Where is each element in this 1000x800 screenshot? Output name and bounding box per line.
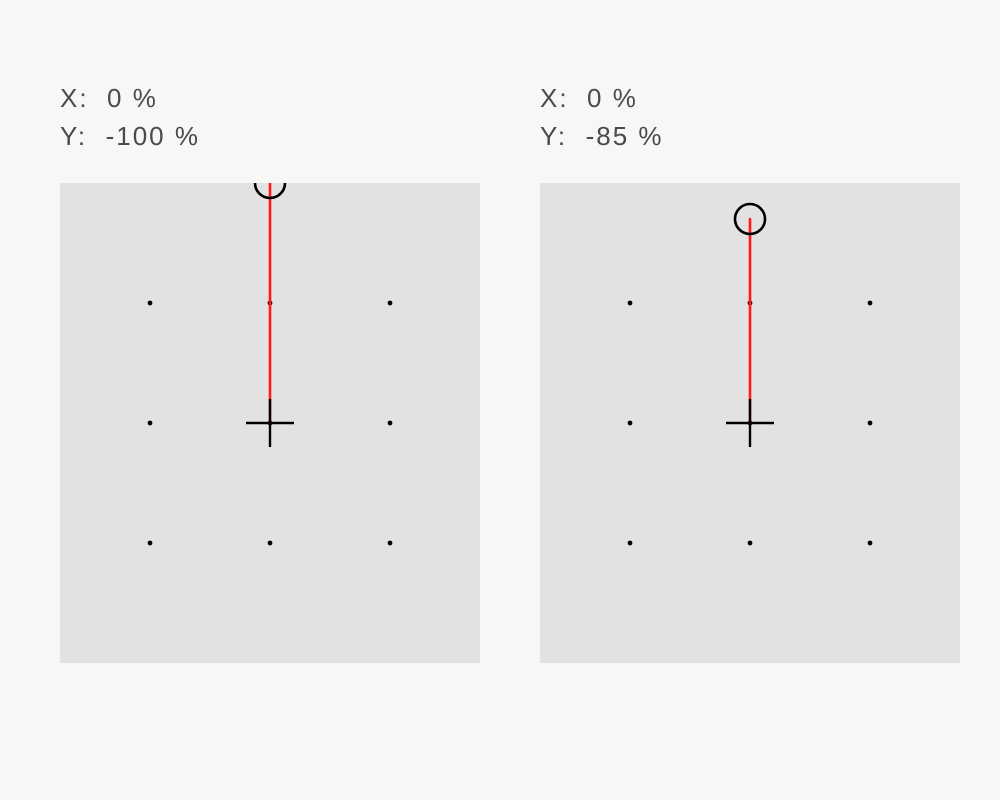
x-label: X: — [60, 83, 89, 113]
joystick-svg-right — [540, 183, 960, 663]
joystick-panels: X: 0 % Y: -100 % X: 0 % Y: -85 % — [0, 0, 1000, 663]
y-unit: % — [638, 121, 663, 151]
joystick-pad-left[interactable] — [60, 183, 480, 663]
joystick-pad-right[interactable] — [540, 183, 960, 663]
joystick-svg-left — [60, 183, 480, 663]
x-unit: % — [613, 83, 638, 113]
y-value: -85 — [586, 121, 630, 151]
y-label: Y: — [540, 121, 567, 151]
panel-right: X: 0 % Y: -85 % — [540, 80, 960, 663]
x-label: X: — [540, 83, 569, 113]
y-value: -100 — [106, 121, 166, 151]
panel-left: X: 0 % Y: -100 % — [60, 80, 480, 663]
x-unit: % — [133, 83, 158, 113]
x-value: 0 — [587, 83, 603, 113]
x-value: 0 — [107, 83, 123, 113]
readout-right: X: 0 % Y: -85 % — [540, 80, 960, 155]
y-unit: % — [175, 121, 200, 151]
readout-left: X: 0 % Y: -100 % — [60, 80, 480, 155]
y-label: Y: — [60, 121, 87, 151]
